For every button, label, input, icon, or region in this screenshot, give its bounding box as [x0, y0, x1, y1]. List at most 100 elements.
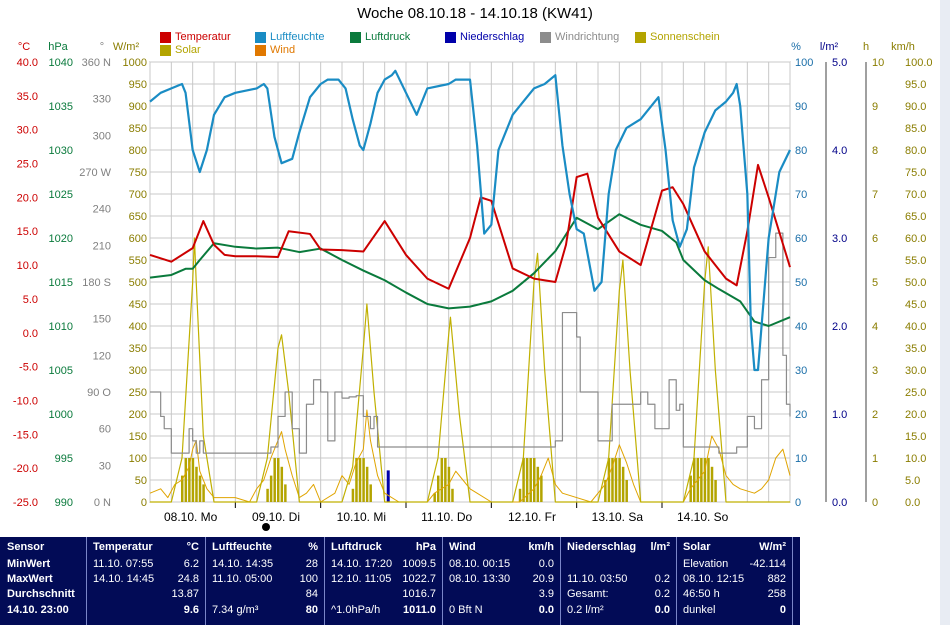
- dir-axis-tick-label: 90 O: [87, 387, 111, 399]
- luftdruck-line: [149, 213, 791, 327]
- windrichtung-line: [150, 232, 791, 454]
- sunshine-bar: [362, 458, 365, 502]
- sunshine-bar: [529, 458, 532, 502]
- wind-unit-label: km/h: [891, 41, 915, 53]
- temp-axis-tick-label: -25.0: [13, 497, 38, 509]
- column-header: Luftdruck: [331, 541, 382, 553]
- legend: Temperatur Luftfeuchte Luftdruck Niederschl…: [0, 0, 950, 60]
- temp-axis-tick-label: -20.0: [13, 463, 38, 475]
- press-axis-tick-label: 1035: [49, 101, 73, 113]
- solar-axis-tick-label: 650: [129, 211, 147, 223]
- solar-unit-label: W/m²: [113, 41, 140, 53]
- solar-axis-tick-label: 250: [129, 387, 147, 399]
- wind-line: [149, 409, 791, 503]
- cell-label: 0 Bft N: [449, 604, 483, 616]
- wind-axis-tick-label: 80.0: [905, 145, 926, 157]
- press-axis-tick-label: 1025: [49, 189, 73, 201]
- dir-axis-tick-label: 330: [93, 94, 111, 106]
- sunshine-bar: [273, 458, 276, 502]
- hum-axis-tick-label: 50: [795, 277, 807, 289]
- sun-axis-tick-label: 0: [872, 497, 878, 509]
- sun-axis-tick-label: 10: [872, 57, 884, 69]
- cell-value: 80: [305, 604, 318, 616]
- legend-item: Windrichtung: [540, 31, 619, 43]
- sunshine-bar: [184, 458, 188, 502]
- cell-label: 46:50 h: [683, 588, 720, 600]
- legend-label: Luftfeuchte: [270, 31, 325, 43]
- day-label: 12.10. Fr: [508, 510, 556, 524]
- cell-value: 24.8: [177, 573, 199, 585]
- cell-value: 1016.7: [402, 588, 436, 600]
- sunshine-bar: [444, 458, 447, 502]
- cell-label: dunkel: [683, 604, 716, 616]
- sun-axis-tick-label: 1: [872, 453, 878, 465]
- temp-axis-tick-label: 40.0: [17, 57, 38, 69]
- sunshine-bar: [518, 488, 522, 502]
- cell-label: Gesamt:: [567, 588, 609, 600]
- cell-label: Elevation: [683, 558, 729, 570]
- day-label: 14.10. So: [677, 510, 729, 524]
- wind-axis-tick-label: 25.0: [905, 387, 926, 399]
- dir-axis-tick-label: 30: [99, 460, 111, 472]
- solar-axis-tick-label: 500: [129, 277, 147, 289]
- hum-axis-tick-label: 20: [795, 409, 807, 421]
- wind-axis-tick-label: 95.0: [905, 79, 926, 91]
- cell-value: 882: [767, 573, 786, 585]
- wind-axis-tick-label: 60.0: [905, 233, 926, 245]
- sunshine-bar: [710, 466, 714, 502]
- legend-item: Niederschlag: [445, 31, 524, 43]
- sunshine-bar: [614, 458, 618, 502]
- press-axis-tick-label: 1000: [49, 409, 73, 421]
- cell-value: 0.0: [538, 558, 554, 570]
- sunshine-bar: [195, 466, 198, 502]
- sun-axis-tick-label: 9: [872, 101, 878, 113]
- column-header: Niederschlag: [567, 541, 637, 553]
- temp-axis-tick-label: 15.0: [17, 226, 38, 238]
- temp-axis-tick-label: -5.0: [19, 362, 38, 374]
- cell-value: 100: [299, 573, 318, 585]
- cell-value: 258: [767, 588, 786, 600]
- sunshine-bar: [358, 458, 362, 502]
- solar-axis-tick-label: 950: [129, 79, 147, 91]
- solar-axis-tick-label: 1000: [123, 57, 147, 69]
- stats-table: Sensor MinWert MaxWert Durchschnitt 14.10. 2…: [0, 537, 800, 625]
- sunshine-bar: [700, 458, 703, 502]
- legend-swatch: [350, 31, 361, 43]
- rain-axis-tick-label: 5.0: [832, 57, 847, 69]
- cell-label: 08.10. 12:15: [683, 573, 745, 585]
- cell-value: 0: [779, 604, 786, 616]
- solar-axis-tick-label: 450: [129, 299, 147, 311]
- cell-value: 1022.7: [402, 573, 436, 585]
- sunshine-bar: [707, 458, 710, 502]
- sunshine-bar: [540, 475, 543, 502]
- legend-swatch: [255, 44, 266, 56]
- column-header: Luftfeuchte: [212, 541, 272, 553]
- rain-axis-tick-label: 4.0: [832, 145, 847, 157]
- cell-value: 13.87: [171, 588, 199, 600]
- dir-axis-tick-label: 210: [93, 240, 111, 252]
- dir-axis-tick-label: 360 N: [82, 57, 111, 69]
- cell-value: -42.114: [749, 558, 787, 570]
- solar-axis-tick-label: 750: [129, 167, 147, 179]
- column-unit: km/h: [528, 541, 554, 553]
- solar-axis-tick-label: 0: [141, 497, 147, 509]
- hum-axis-tick-label: 30: [795, 365, 807, 377]
- wind-axis-tick-label: 35.0: [905, 343, 926, 355]
- wind-axis-tick-label: 55.0: [905, 255, 926, 267]
- wind-axis-tick-label: 90.0: [905, 101, 926, 113]
- sunshine-bar: [714, 480, 717, 502]
- hum-axis-tick-label: 70: [795, 189, 807, 201]
- temp-axis-tick-label: 20.0: [17, 192, 38, 204]
- cell-label: 12.10. 11:05: [331, 573, 392, 585]
- sunshine-bar: [607, 458, 611, 502]
- legend-label: Temperatur: [175, 31, 231, 43]
- sunshine-bar: [280, 466, 284, 502]
- solar-axis-tick-label: 350: [129, 343, 147, 355]
- column-unit: %: [308, 541, 318, 553]
- rain-axis-tick-label: 0.0: [832, 497, 847, 509]
- stats-column-luftfeuchte: Luftfeuchte% 14.10. 14:35 28 11.10. 05:00 10…: [206, 537, 325, 625]
- legend-swatch: [255, 31, 266, 43]
- sunshine-bar: [451, 488, 454, 502]
- cell-label: 11.10. 03:50: [567, 573, 628, 585]
- hum-axis-tick-label: 10: [795, 453, 807, 465]
